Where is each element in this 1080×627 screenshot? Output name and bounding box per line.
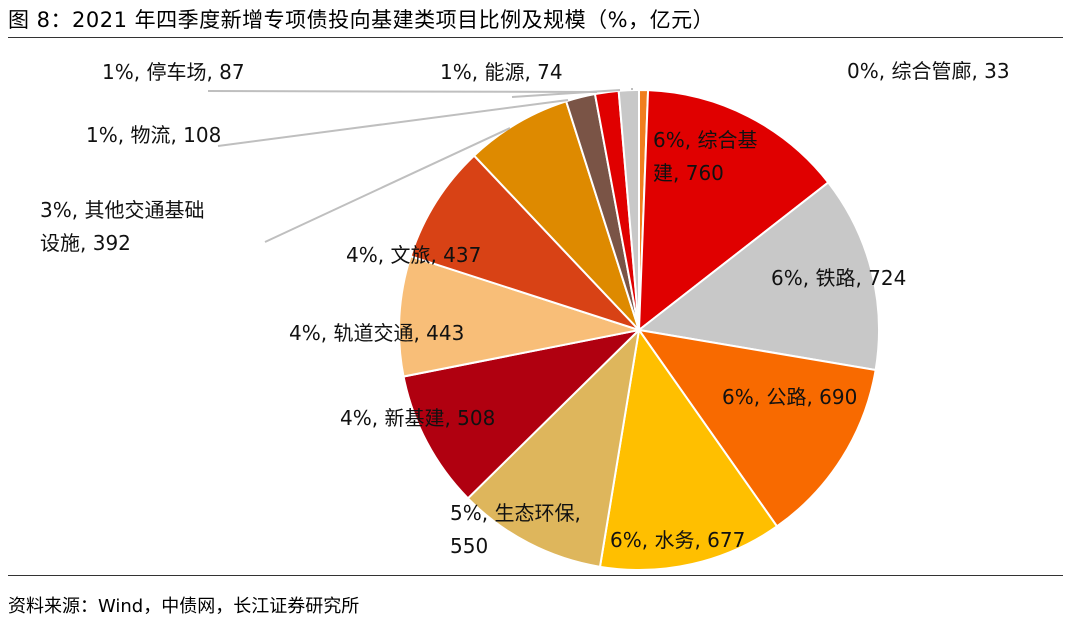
- slice-label-8: 4%, 轨道交通, 443: [289, 321, 464, 345]
- slice-label-11: 1%, 物流, 108: [86, 123, 221, 147]
- pie-slice-6: [466, 327, 641, 568]
- slice-label-2: 6%, 综合基建, 760: [653, 128, 757, 185]
- slice-label-line: 0%, 综合管廊, 33: [847, 59, 1010, 83]
- slice-label-3: 6%, 铁路, 724: [771, 266, 906, 290]
- chart-title: 图 8：2021 年四季度新增专项债投向基建类项目比例及规模（%，亿元）: [8, 8, 715, 32]
- slice-label-line: 5%, 生态环保,: [450, 501, 581, 525]
- slice-label-line: 6%, 铁路, 724: [771, 266, 906, 290]
- pie-slice-10: [472, 100, 640, 331]
- slice-label-line: 1%, 停车场, 87: [102, 60, 245, 84]
- slice-label-line: 设施, 392: [40, 231, 131, 255]
- slice-label-12: 1%, 停车场, 87: [102, 60, 245, 84]
- slice-label-9: 4%, 文旅, 437: [346, 243, 481, 267]
- leader-line-12: [207, 90, 598, 93]
- title-divider: [8, 37, 1063, 38]
- leader-line-13: [511, 89, 621, 98]
- slice-label-line: 550: [450, 534, 488, 558]
- slice-label-line: 4%, 新基建, 508: [340, 406, 495, 430]
- slice-label-line: 4%, 文旅, 437: [346, 243, 481, 267]
- slice-label-line: 4%, 轨道交通, 443: [289, 321, 464, 345]
- pie-slice-2: [637, 89, 830, 333]
- slice-label-line: 6%, 水务, 677: [610, 528, 745, 552]
- slice-label-13: 1%, 能源, 74: [440, 60, 563, 84]
- pie-slice-9: [409, 154, 640, 331]
- pie-slice-8: [398, 254, 643, 378]
- slice-label-line: 6%, 综合基: [653, 128, 757, 152]
- pie-slice-3: [636, 181, 880, 372]
- pie-slices: [398, 88, 880, 571]
- slice-label-6: 5%, 生态环保, 550: [450, 501, 581, 558]
- slice-label-line: 3%, 其他交通基础: [40, 198, 204, 222]
- pie-slice-5: [598, 327, 779, 571]
- source-note: 资料来源：Wind，中债网，长江证券研究所: [8, 596, 360, 617]
- pie-slice-7: [402, 328, 643, 500]
- slice-label-line: 6%, 公路, 690: [722, 385, 857, 409]
- leader-line-11: [217, 99, 569, 147]
- slice-label-5: 6%, 水务, 677: [610, 528, 745, 552]
- slice-label-1: 0%, 综合管廊, 33: [847, 59, 1010, 83]
- slice-label-line: 建, 760: [653, 161, 724, 185]
- slice-label-line: 1%, 能源, 74: [440, 60, 563, 84]
- slice-label-4: 6%, 公路, 690: [722, 385, 857, 409]
- pie-slice-4: [636, 328, 877, 528]
- slice-label-line: 1%, 物流, 108: [86, 123, 221, 147]
- leader-line-10: [264, 127, 511, 243]
- source-divider: [8, 575, 1063, 576]
- slice-label-10: 3%, 其他交通基础设施, 392: [40, 198, 204, 255]
- slice-label-7: 4%, 新基建, 508: [340, 406, 495, 430]
